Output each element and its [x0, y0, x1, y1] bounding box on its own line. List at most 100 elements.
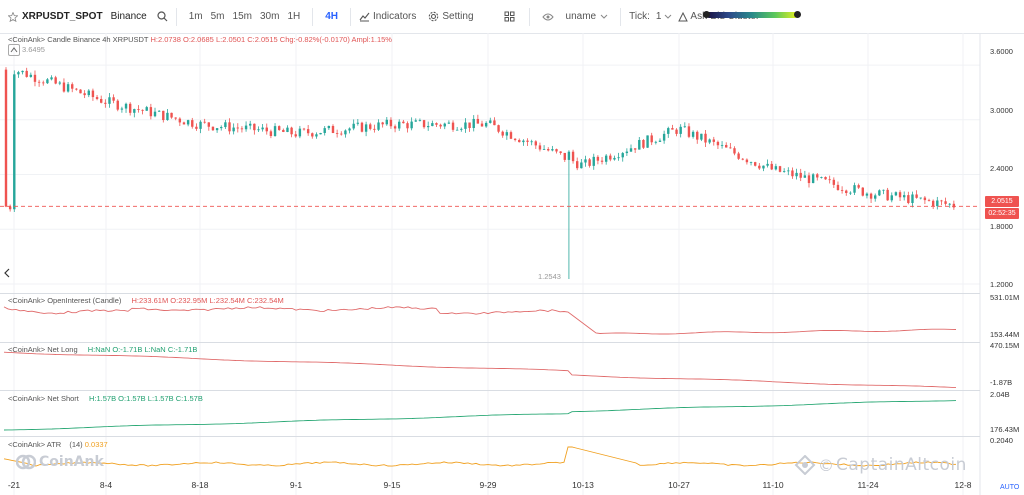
netlong-line — [3, 351, 957, 389]
candle-body — [87, 90, 90, 96]
candle-body — [17, 72, 20, 75]
candle-body — [633, 148, 637, 150]
candle-body — [931, 200, 935, 207]
date-axis-label: 10-27 — [668, 480, 690, 490]
candle-body — [360, 122, 364, 132]
candle-body — [257, 129, 260, 131]
candle-body — [112, 97, 115, 101]
timeframe-30m[interactable]: 30m — [259, 11, 280, 22]
captainaltcoin-logo-icon — [794, 455, 816, 475]
indicators-button[interactable]: Indicators — [359, 11, 416, 22]
candle-body — [120, 108, 124, 110]
candle-body — [389, 119, 393, 127]
favorite-star-icon[interactable] — [8, 11, 18, 22]
candle-body — [898, 192, 902, 198]
auto-scale-button[interactable]: AUTO — [1000, 484, 1020, 491]
candle-body — [352, 123, 355, 129]
candle-body — [447, 122, 451, 124]
pane-divider[interactable] — [0, 342, 980, 343]
eye-icon[interactable] — [541, 12, 554, 22]
candle-open: O:2.0685 — [183, 35, 214, 44]
candle-body — [816, 174, 819, 178]
candle-body — [832, 179, 836, 185]
candle-body — [472, 118, 475, 129]
candle-body — [364, 124, 368, 132]
collapse-legend-icon[interactable] — [8, 44, 20, 56]
candle-body — [33, 74, 37, 82]
candle-body — [704, 133, 707, 143]
slider-handle-right[interactable] — [794, 11, 801, 18]
candle-body — [774, 166, 778, 170]
candle-body — [13, 74, 16, 210]
date-axis-label: 10-13 — [572, 480, 594, 490]
candle-body — [116, 100, 119, 110]
candle-close: C:2.0515 — [247, 35, 278, 44]
layout-grid-icon[interactable] — [504, 11, 515, 22]
pane-divider[interactable] — [0, 390, 980, 391]
candle-body — [538, 145, 542, 150]
timeframe-15m[interactable]: 15m — [232, 11, 252, 22]
candle-body — [298, 128, 302, 137]
candle-body — [228, 122, 231, 132]
candle-body — [418, 120, 422, 121]
candle-body — [426, 126, 430, 128]
candle-body — [356, 122, 360, 124]
candle-body — [484, 122, 488, 127]
color-gradient-slider[interactable] — [706, 12, 798, 18]
candle-body — [741, 158, 744, 160]
candle-body — [83, 93, 86, 96]
search-icon[interactable] — [157, 11, 168, 22]
slider-handle-left[interactable] — [703, 11, 710, 18]
candle-body — [654, 141, 658, 143]
chevron-left-icon[interactable] — [3, 268, 11, 278]
candle-body — [422, 120, 426, 128]
candle-body — [803, 175, 807, 178]
candle-body — [215, 128, 219, 131]
timeframe-1m[interactable]: 1m — [188, 11, 203, 22]
candle-body — [646, 135, 649, 148]
chart-canvas[interactable] — [0, 33, 1024, 495]
timeframe-4h[interactable]: 4H — [325, 11, 339, 22]
candle-body — [571, 151, 575, 162]
candle-body — [530, 141, 533, 143]
candle-body — [265, 127, 268, 132]
candle-body — [186, 120, 190, 125]
candle-body — [224, 122, 227, 128]
tick-dropdown[interactable]: 1 — [656, 11, 673, 22]
timeframe-5m[interactable]: 5m — [210, 11, 225, 22]
coinank-watermark: CoinAnk — [16, 453, 104, 471]
candle-body — [729, 147, 732, 149]
candle-body — [54, 77, 57, 84]
candle-body — [886, 189, 889, 201]
candle-body — [319, 133, 322, 135]
setting-button[interactable]: Setting — [428, 11, 474, 22]
candle-body — [170, 112, 173, 118]
candle-body — [609, 155, 612, 160]
candle-body — [240, 128, 244, 130]
pane-divider[interactable] — [0, 436, 980, 437]
pane-divider[interactable] — [0, 293, 980, 294]
timeframe-1h[interactable]: 1H — [287, 11, 301, 22]
candle-body — [340, 133, 343, 135]
price-axis-label: 1.2000 — [990, 280, 1013, 289]
candle-body — [431, 123, 434, 127]
candle-body — [675, 129, 678, 134]
candle-low: L:2.0501 — [215, 35, 246, 44]
candle-body — [952, 203, 956, 208]
user-dropdown[interactable]: uname — [566, 11, 609, 22]
symbol-name[interactable]: XRPUSDT_SPOT — [22, 11, 103, 22]
candle-body — [381, 122, 384, 125]
date-axis-label: 9-29 — [479, 480, 497, 490]
candle-body — [253, 123, 256, 131]
candle-body — [302, 128, 306, 130]
candle-body — [725, 144, 728, 148]
candle-body — [439, 124, 442, 127]
candle-body — [534, 141, 538, 146]
candle-body — [791, 170, 794, 177]
candle-body — [696, 131, 699, 140]
coinank-watermark-text: CoinAnk — [39, 454, 104, 470]
divider — [350, 7, 352, 26]
exchange-name[interactable]: Binance — [110, 11, 147, 22]
indicator-series — [3, 306, 957, 467]
candle-body — [311, 133, 314, 137]
